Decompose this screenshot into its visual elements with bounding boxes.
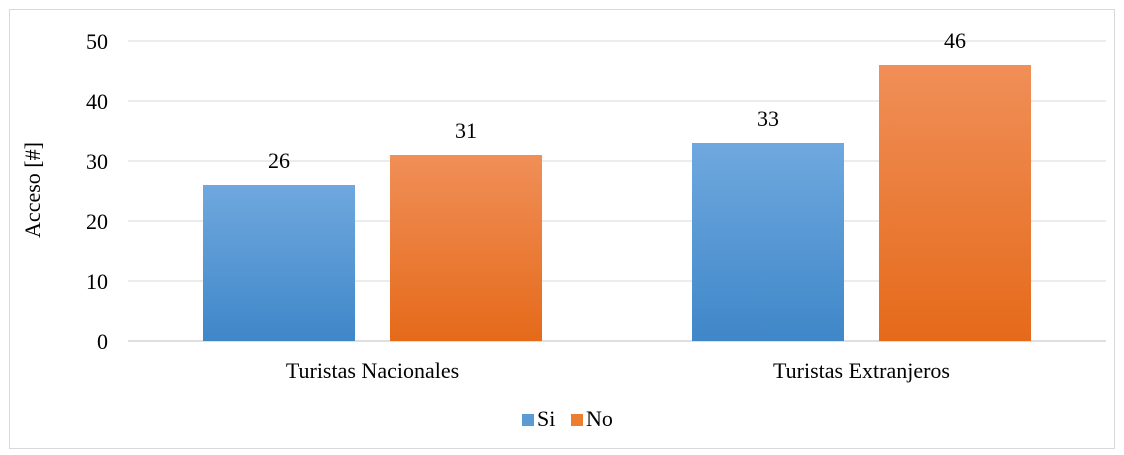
legend-label-no: No <box>586 406 613 431</box>
y-tick-label: 30 <box>86 149 108 174</box>
x-axis-categories: Turistas Nacionales Turistas Extranjeros <box>286 358 950 383</box>
y-tick-label: 0 <box>97 329 108 354</box>
y-tick-label: 40 <box>86 89 108 114</box>
y-axis-ticks: 0 10 20 30 40 50 <box>86 29 108 354</box>
y-tick-label: 10 <box>86 269 108 294</box>
data-label: 33 <box>757 106 779 131</box>
data-label: 26 <box>268 148 290 173</box>
bar-si-1 <box>203 185 355 341</box>
y-tick-label: 50 <box>86 29 108 54</box>
legend-label-si: Si <box>537 406 555 431</box>
data-label: 31 <box>455 118 477 143</box>
bar-no-1 <box>390 155 542 341</box>
x-category-label: Turistas Nacionales <box>286 358 459 383</box>
bars <box>203 65 1031 341</box>
y-axis-label: Acceso [#] <box>20 142 45 238</box>
y-tick-label: 20 <box>86 209 108 234</box>
legend: Si No <box>522 406 613 431</box>
bar-si-2 <box>692 143 844 341</box>
bar-no-2 <box>879 65 1031 341</box>
x-category-label: Turistas Extranjeros <box>773 358 950 383</box>
data-label: 46 <box>944 28 966 53</box>
legend-swatch-no <box>571 414 583 426</box>
data-labels: 26 31 33 46 <box>268 28 966 173</box>
legend-swatch-si <box>522 414 534 426</box>
